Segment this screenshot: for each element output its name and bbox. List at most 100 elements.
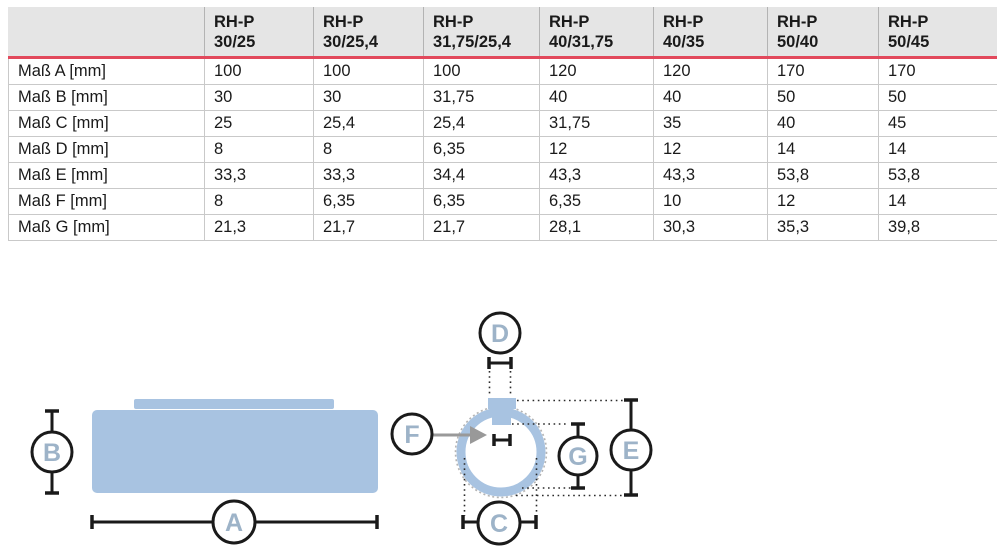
table-cell: 8 — [204, 189, 313, 215]
table-row-label: Maß A [mm] — [8, 59, 204, 85]
table-header-cell: RH-P 30/25,4 — [313, 7, 423, 56]
dimension-letter-B: B — [43, 439, 61, 467]
table-cell: 6,35 — [423, 189, 539, 215]
table-cell: 100 — [204, 59, 313, 85]
dimension-letter-C: C — [490, 510, 508, 538]
table-corner-cell — [8, 7, 204, 56]
table-cell: 120 — [539, 59, 653, 85]
table-cell: 33,3 — [313, 163, 423, 189]
table-cell: 43,3 — [539, 163, 653, 189]
dimension-letter-E: E — [623, 437, 640, 465]
dimension-B: B — [30, 409, 74, 495]
table-cell: 39,8 — [878, 215, 997, 241]
table-cell: 50 — [767, 85, 878, 111]
table-cell: 14 — [878, 189, 997, 215]
table-header-cell: RH-P 40/35 — [653, 7, 767, 56]
table-row-label: Maß E [mm] — [8, 163, 204, 189]
table-cell: 43,3 — [653, 163, 767, 189]
table-header-cell: RH-P 31,75/25,4 — [423, 7, 539, 56]
table-header-cell: RH-P 50/45 — [878, 7, 997, 56]
dimension-bubble-D — [478, 311, 522, 355]
table-cell: 8 — [204, 137, 313, 163]
dimension-bubble-G — [557, 435, 599, 477]
table-cell: 25,4 — [423, 111, 539, 137]
table-cell: 50 — [878, 85, 997, 111]
table-row-label: Maß B [mm] — [8, 85, 204, 111]
table-cell: 53,8 — [878, 163, 997, 189]
dimension-G: G — [557, 422, 599, 490]
table-cell: 21,3 — [204, 215, 313, 241]
pointer-arrow-head — [470, 426, 487, 444]
inner-tab — [492, 414, 511, 425]
table-cell: 53,8 — [767, 163, 878, 189]
table-cell: 21,7 — [313, 215, 423, 241]
table-cell: 120 — [653, 59, 767, 85]
dimension-letter-A: A — [225, 509, 243, 537]
table-cell: 12 — [539, 137, 653, 163]
table-cell: 34,4 — [423, 163, 539, 189]
table-header-cell: RH-P 50/40 — [767, 7, 878, 56]
dimension-A: A — [90, 499, 379, 545]
rail-body — [92, 410, 378, 493]
table-cell: 170 — [878, 59, 997, 85]
outer-tab — [488, 398, 516, 409]
table-cell: 30 — [313, 85, 423, 111]
table-cell: 6,35 — [423, 137, 539, 163]
projection-lines — [463, 371, 631, 516]
table-cell: 45 — [878, 111, 997, 137]
table-cell: 31,75 — [423, 85, 539, 111]
table-cell: 8 — [313, 137, 423, 163]
table-header-cell: RH-P 40/31,75 — [539, 7, 653, 56]
table-cell: 12 — [767, 189, 878, 215]
dimension-bubble-E — [609, 428, 653, 472]
dimension-F: F — [390, 412, 512, 456]
table-header-cell: RH-P 30/25 — [204, 7, 313, 56]
dimension-table: RH-P 30/25 RH-P 30/25,4 RH-P 31,75/25,4 RH-… — [8, 7, 997, 241]
table-cell: 14 — [767, 137, 878, 163]
rail-side-view — [92, 399, 378, 493]
table-header-row: RH-P 30/25 RH-P 30/25,4 RH-P 31,75/25,4 RH-… — [8, 7, 997, 59]
dimension-bubble-C — [476, 500, 522, 546]
dimension-E: E — [609, 398, 653, 497]
table-cell: 30 — [204, 85, 313, 111]
table-cell: 10 — [653, 189, 767, 215]
table-cell: 14 — [878, 137, 997, 163]
table-cell: 100 — [423, 59, 539, 85]
table-cell: 25 — [204, 111, 313, 137]
dimension-letter-F: F — [404, 421, 419, 449]
table-row-label: Maß D [mm] — [8, 137, 204, 163]
table-cell: 33,3 — [204, 163, 313, 189]
dimension-letter-G: G — [568, 443, 587, 471]
table-cell: 35 — [653, 111, 767, 137]
dimension-C: C — [461, 500, 538, 546]
table-cell: 25,4 — [313, 111, 423, 137]
table-cell: 6,35 — [539, 189, 653, 215]
knurled-surface — [454, 405, 548, 499]
table-row-label: Maß C [mm] — [8, 111, 204, 137]
dimension-bubble-F — [390, 412, 434, 456]
table-cell: 40 — [539, 85, 653, 111]
table-cell: 100 — [313, 59, 423, 85]
shaft-cross-section — [454, 398, 548, 499]
dimension-bubble-A — [211, 499, 257, 545]
table-cell: 12 — [653, 137, 767, 163]
table-body: Maß A [mm] 100 100 100 120 120 170 170 Maß B [mm… — [8, 59, 997, 241]
table-cell: 170 — [767, 59, 878, 85]
table-row-label: Maß F [mm] — [8, 189, 204, 215]
shaft-ring — [456, 407, 546, 497]
table-cell: 21,7 — [423, 215, 539, 241]
rail-top-plate — [134, 399, 334, 409]
table-cell: 30,3 — [653, 215, 767, 241]
technical-drawing: B A — [30, 311, 653, 546]
table-row-label: Maß G [mm] — [8, 215, 204, 241]
table-cell: 31,75 — [539, 111, 653, 137]
dimension-letter-D: D — [491, 320, 509, 348]
dimension-bubble-B — [30, 430, 74, 474]
table-cell: 40 — [767, 111, 878, 137]
table-cell: 35,3 — [767, 215, 878, 241]
table-cell: 28,1 — [539, 215, 653, 241]
table-cell: 40 — [653, 85, 767, 111]
table-cell: 6,35 — [313, 189, 423, 215]
dimension-D: D — [478, 311, 522, 369]
